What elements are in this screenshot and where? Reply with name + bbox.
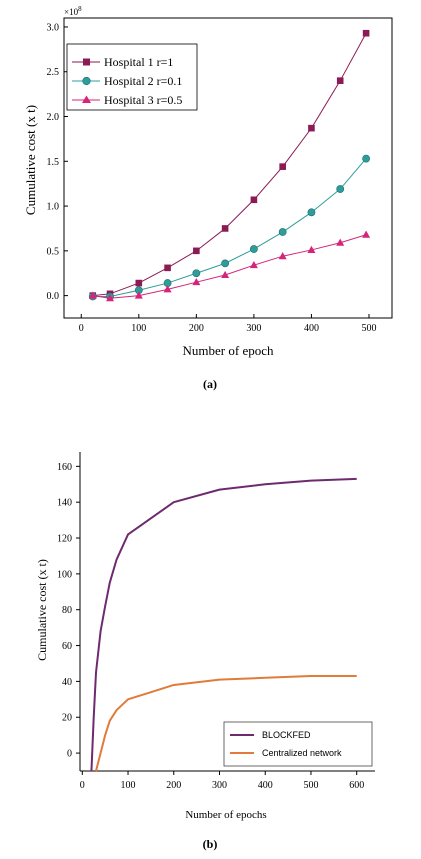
chart-a-point xyxy=(362,154,371,163)
chart-a-point xyxy=(249,245,258,253)
legend-label-centralized: Centralized network xyxy=(262,748,342,758)
chart-a-x-tick-label: 200 xyxy=(189,323,204,334)
chart-b-y-tick-label: 80 xyxy=(62,605,72,616)
chart-b-series xyxy=(90,477,357,772)
legend-label-hospital-2: Hospital 2 r=0.1 xyxy=(104,74,182,88)
chart-a-point xyxy=(164,264,171,272)
chart-a-point xyxy=(221,270,230,279)
chart-a-y-axis-label: Cumulative cost (x t) xyxy=(23,105,38,215)
chart-a-legend: Hospital 1 r=1 Hospital 2 r=0.1 Hospital… xyxy=(66,43,198,111)
panel-a-caption: (a) xyxy=(203,377,217,391)
chart-b-legend-box xyxy=(223,721,373,767)
chart-b-y-tick-label: 40 xyxy=(62,677,72,688)
chart-b-x-tick-label: 100 xyxy=(121,780,136,791)
chart-a-y-tick-label: 3.0 xyxy=(47,22,60,33)
chart-a-point xyxy=(221,225,229,232)
chart-a-series-line-3 xyxy=(92,234,367,299)
chart-b-y-tick-label: 0 xyxy=(67,749,72,760)
panel-b-caption: (b) xyxy=(203,837,218,851)
chart-a-point xyxy=(362,230,371,238)
chart-b-x-axis-label: Number of epochs xyxy=(185,809,266,821)
chart-a-point xyxy=(308,124,315,132)
chart-b-y-tick-label: 160 xyxy=(57,462,72,473)
legend-label-hospital-1: Hospital 1 r=1 xyxy=(104,55,173,69)
chart-a-point xyxy=(193,247,200,255)
chart-a-point xyxy=(278,228,287,236)
legend-marker-triangle xyxy=(82,95,91,103)
chart-b-y-tick-label: 60 xyxy=(62,641,72,652)
chart-a-point xyxy=(249,260,258,269)
chart-a-point xyxy=(192,269,201,278)
chart-a-axes: 0 100 200 300 400 500 0.0 0.5 1.0 1.5 2.0 2.5 3.0 xyxy=(47,22,377,334)
chart-a-point xyxy=(134,291,143,299)
chart-a-point xyxy=(336,77,344,84)
chart-a-point xyxy=(279,163,286,170)
legend-label-blockfed: BLOCKFED xyxy=(262,730,311,740)
chart-a-point xyxy=(135,279,143,287)
chart-a-y-tick-label: 1.0 xyxy=(47,202,60,213)
chart-b-series-line-2 xyxy=(95,675,357,772)
chart-b-y-tick-label: 100 xyxy=(57,569,72,580)
chart-a-point xyxy=(336,238,345,246)
chart-a-series-line-2 xyxy=(92,158,367,298)
chart-a-legend-box xyxy=(66,43,198,111)
chart-a-x-axis-label: Number of epoch xyxy=(183,343,274,358)
chart-a-point xyxy=(278,252,287,260)
chart-a-point xyxy=(336,185,345,193)
chart-b-legend: BLOCKFED Centralized network xyxy=(223,721,373,767)
chart-a-x-tick-label: 300 xyxy=(246,323,261,334)
chart-a-x-tick-label: 100 xyxy=(131,323,146,334)
legend-marker-circle xyxy=(82,76,91,86)
chart-a-point xyxy=(250,196,258,204)
chart-a-point xyxy=(221,259,230,268)
chart-a-point xyxy=(307,245,316,253)
chart-b-x-tick-label: 400 xyxy=(258,780,273,791)
chart-a-y-tick-label: 0.5 xyxy=(47,246,60,257)
chart-b-axes: 0 100 200 300 400 500 600 0 20 40 60 80 100 120 140 160 xyxy=(57,462,364,791)
chart-b-y-tick-label: 120 xyxy=(57,534,72,545)
chart-a-y-tick-label: 2.5 xyxy=(47,67,60,78)
chart-b: 0 100 200 300 400 500 600 0 20 40 60 80 100 120 140 160… xyxy=(35,452,375,821)
chart-b-x-tick-label: 200 xyxy=(166,780,181,791)
chart-a-x-tick-label: 400 xyxy=(304,323,319,334)
chart-b-x-tick-label: 500 xyxy=(303,780,318,791)
chart-b-y-tick-label: 20 xyxy=(62,713,72,724)
chart-a-x-tick-label: 0 xyxy=(79,323,84,334)
chart-b-y-axis-label: Cumulative cost (x t) xyxy=(35,559,49,661)
legend-label-hospital-3: Hospital 3 r=0.5 xyxy=(104,93,182,107)
chart-a-y-tick-label: 2.0 xyxy=(47,112,60,123)
chart-a-point xyxy=(307,208,316,217)
chart-a-point xyxy=(163,285,172,293)
chart-a-point xyxy=(88,291,97,299)
chart-a-point xyxy=(362,29,370,37)
chart-a-frame xyxy=(63,17,393,319)
chart-a-x-tick-label: 500 xyxy=(361,323,376,334)
chart-a: 0 100 200 300 400 500 0.0 0.5 1.0 1.5 2.0 2.5 3.0 ×1… xyxy=(23,5,393,358)
chart-b-series-line-1 xyxy=(90,477,357,772)
chart-b-y-tick-label: 140 xyxy=(57,498,72,509)
chart-a-y-tick-label: 1.5 xyxy=(47,157,60,168)
chart-b-x-tick-label: 300 xyxy=(212,780,227,791)
chart-b-x-tick-label: 600 xyxy=(349,780,364,791)
chart-a-series xyxy=(88,29,371,302)
chart-a-point xyxy=(106,294,115,302)
chart-a-y-tick-label: 0.0 xyxy=(47,291,60,302)
chart-b-x-tick-label: 0 xyxy=(80,780,85,791)
legend-marker-square xyxy=(83,58,90,66)
chart-a-point xyxy=(192,277,201,286)
chart-a-y-multiplier: ×108 xyxy=(64,5,82,17)
